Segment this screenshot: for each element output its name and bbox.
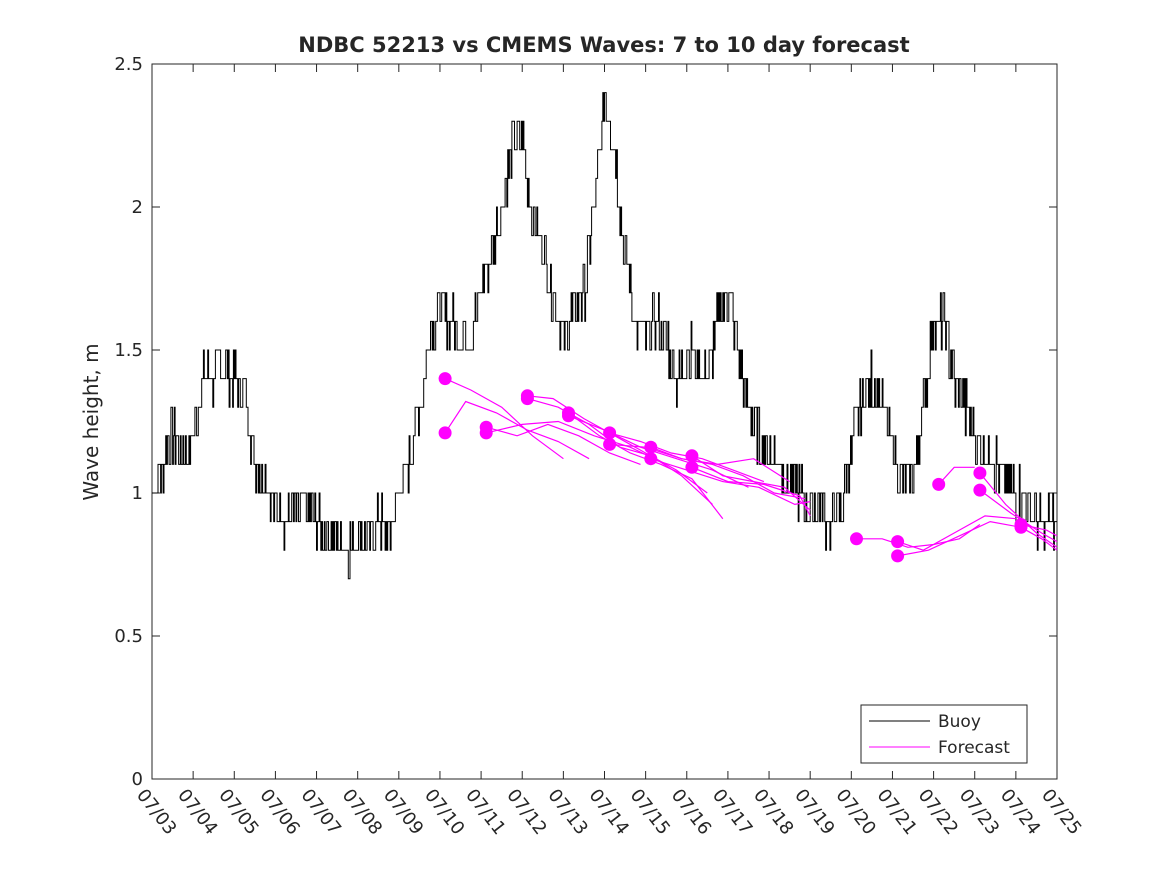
- x-tick-label: 07/08: [338, 785, 386, 839]
- chart-title: NDBC 52213 vs CMEMS Waves: 7 to 10 day f…: [298, 33, 909, 57]
- forecast-marker: [850, 532, 863, 546]
- y-tick-label: 2.5: [114, 54, 143, 75]
- forecast-marker: [685, 460, 699, 474]
- forecast-marker: [973, 483, 987, 497]
- y-tick-label: 1: [132, 483, 143, 504]
- forecast-marker: [438, 426, 452, 440]
- legend-label-forecast: Forecast: [938, 738, 1010, 758]
- x-tick-label: 07/06: [255, 785, 303, 839]
- series-forecast-line: [1020, 523, 1058, 537]
- series-forecast-line: [938, 466, 975, 485]
- series-forecast-line: [444, 400, 590, 460]
- x-tick-label: 07/03: [132, 785, 180, 839]
- series-forecast-line: [897, 520, 1022, 557]
- series-forecast-line: [650, 446, 806, 500]
- y-tick-label: 0: [132, 769, 143, 790]
- x-tick-label: 07/22: [914, 785, 962, 839]
- x-tick-label: 07/16: [667, 785, 715, 839]
- x-tick-label: 07/25: [1037, 785, 1085, 839]
- x-tick-label: 07/23: [955, 785, 1003, 839]
- forecast-marker: [1014, 520, 1028, 534]
- legend-box: [860, 704, 1028, 764]
- x-tick-label: 07/20: [831, 785, 879, 839]
- x-tick-label: 07/05: [214, 785, 262, 839]
- y-tick-label: 2: [132, 197, 143, 218]
- series-forecast-line: [691, 455, 811, 511]
- legend: Buoy Forecast: [860, 704, 1028, 764]
- x-tick-label: 07/09: [379, 785, 427, 839]
- forecast-marker: [438, 372, 452, 386]
- series-buoy-line: [152, 92, 1057, 580]
- series-forecast-line: [856, 524, 981, 548]
- series-forecast-line: [527, 398, 713, 505]
- x-tick-label: 07/07: [297, 785, 345, 839]
- x-tick-label: 07/19: [790, 785, 838, 839]
- x-tick-label: 07/13: [543, 785, 591, 839]
- forecast-marker: [891, 549, 905, 563]
- series-forecast-line: [1020, 526, 1058, 551]
- series-forecast-line: [650, 458, 811, 506]
- x-tick-label: 07/14: [585, 785, 633, 839]
- forecast-marker: [562, 409, 575, 423]
- x-tick-label: 07/04: [173, 785, 221, 839]
- y-tick-label: 0.5: [114, 626, 143, 647]
- forecast-marker: [891, 535, 905, 549]
- x-tick-label: 07/10: [420, 785, 468, 839]
- x-tick-label: 07/11: [461, 785, 509, 839]
- forecast-marker: [644, 440, 658, 454]
- x-tick-label: 07/15: [626, 785, 674, 839]
- y-tick-label: 1.5: [114, 340, 143, 361]
- forecast-marker: [603, 437, 617, 451]
- y-axis-label: Wave height, m: [79, 343, 103, 500]
- series-forecast-line: [486, 420, 667, 465]
- legend-label-buoy: Buoy: [938, 712, 981, 732]
- series-forecast-line: [444, 378, 564, 460]
- series-forecast-line: [527, 395, 708, 494]
- forecast-marker: [685, 449, 699, 463]
- forecast-marker: [932, 477, 946, 491]
- x-tick-label: 07/12: [502, 785, 550, 839]
- series-forecast-line: [486, 423, 641, 465]
- forecast-marker: [973, 466, 987, 480]
- forecast-marker: [520, 392, 534, 406]
- forecast-marker: [644, 452, 658, 466]
- x-tick-label: 07/24: [996, 785, 1044, 839]
- series-forecast-line: [691, 466, 811, 517]
- x-tick-label: 07/17: [708, 785, 756, 839]
- series-forecast-line: [897, 515, 1016, 551]
- forecast-marker: [479, 426, 493, 440]
- x-tick-label: 07/21: [873, 785, 921, 839]
- x-tick-label: 07/18: [749, 785, 797, 839]
- forecast-marker: [603, 426, 617, 440]
